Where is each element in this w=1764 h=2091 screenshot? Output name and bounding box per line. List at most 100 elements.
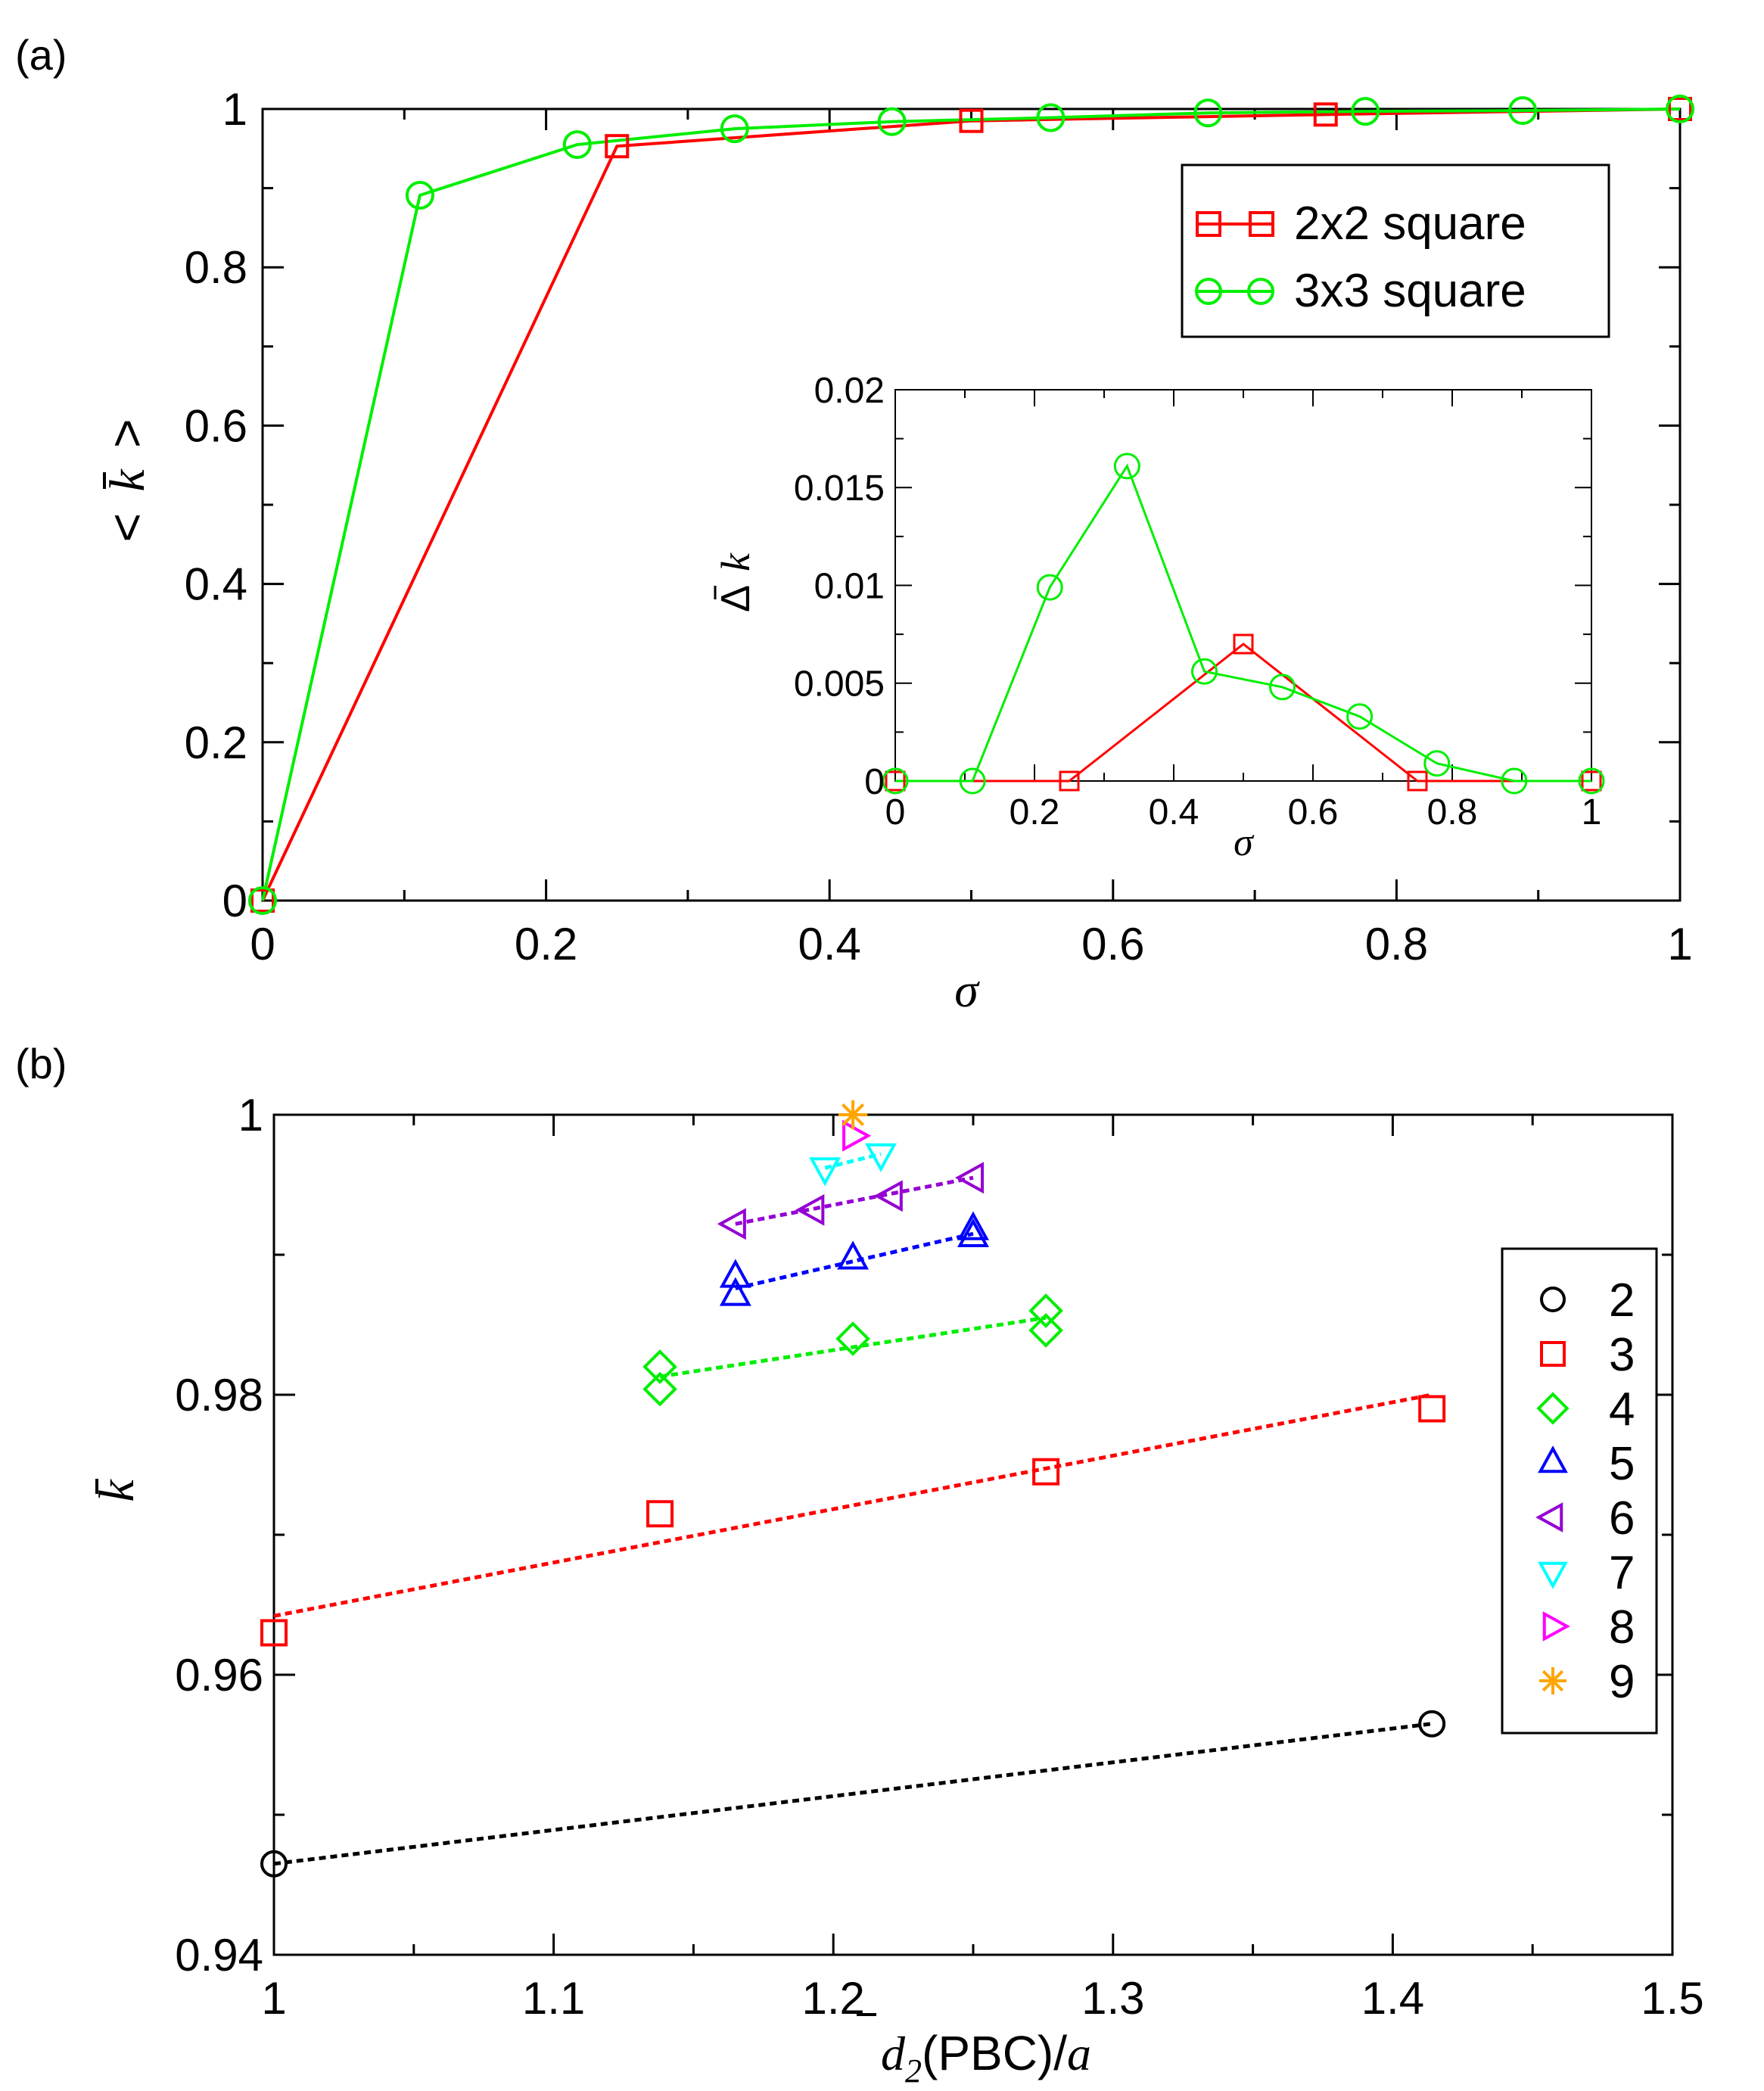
panel-a-data-point-square (1313, 102, 1338, 127)
panel-a-y-tick-label: 1 (222, 84, 247, 135)
panel-b-x-tick-label: 1.4 (1361, 1973, 1424, 2024)
inset-series-line-2 (895, 463, 1591, 783)
inset-data-point-circle (1036, 574, 1063, 601)
legend-marker-n4 (1536, 1392, 1570, 1425)
panel-b-data-point-n8 (842, 1119, 872, 1152)
panel-a-data-point-circle (562, 130, 592, 160)
inset-data-point-circle (1501, 767, 1528, 795)
panel-b-x-axis-title: d2(PBC)/a (881, 2026, 1091, 2089)
inset-data-point-circle (1190, 658, 1218, 685)
inset-data-point-square (1581, 770, 1602, 792)
panel-a: (a) σ < k > 0 0.2 0.4 0.6 0.8 1 0 0.2 0.4 0.6 0.8 1… (15, 31, 1694, 1017)
inset-data-point-square (885, 770, 906, 792)
panel-b-data-point-n9 (838, 1100, 868, 1130)
panel-b-data-point-n4 (642, 1371, 677, 1407)
panel-b-fit-lines (273, 1152, 1433, 1866)
inset-data-point-square (1059, 770, 1080, 792)
panel-a-y-tick-label: 0.4 (185, 559, 247, 610)
panel-b-plot-frame (272, 1113, 1674, 1956)
inset-data-point-circle (1346, 703, 1374, 730)
panel-b-data-point-n6 (717, 1208, 746, 1240)
panel-b-data-point-n9-stroke (842, 1103, 865, 1126)
legend-marker-n3 (1540, 1341, 1566, 1367)
panel-a-series-markers (248, 95, 1694, 915)
inset-data-point-square (1233, 633, 1254, 655)
panel-b-data-point-n5 (837, 1240, 870, 1270)
panel-b-data-point-n6 (873, 1180, 903, 1212)
inset-data-point-circle (882, 767, 909, 795)
inset-y-tick-label: 0.01 (814, 566, 885, 606)
panel-a-data-point-circle (1193, 98, 1223, 128)
legend-marker-n2 (1540, 1287, 1566, 1312)
panel-b-fit-line-n5 (735, 1231, 974, 1290)
panel-a-data-point-circle (720, 114, 749, 144)
panel-b-fit-line-n4 (659, 1315, 1047, 1379)
legend-circle-marker (1195, 278, 1222, 305)
panel-b-data-point-n6 (954, 1162, 984, 1194)
inset-series-line-1 (895, 643, 1591, 783)
legend-label-n4: 4 (1609, 1383, 1635, 1436)
panel-a-data-point-square (605, 134, 630, 159)
panel-b-fit-line-n3 (273, 1392, 1433, 1618)
legend-label-3x3-square: 3x3 square (1294, 265, 1526, 317)
legend-marker-n5 (1538, 1445, 1568, 1473)
panel-a-x-tick-label: 0.4 (798, 919, 860, 969)
inset-series-markers (882, 453, 1605, 795)
legend-label-n2: 2 (1609, 1274, 1635, 1327)
panel-b-data-point-n4 (1028, 1293, 1063, 1328)
panel-a-series-lines (261, 107, 1681, 901)
legend-marker-n6 (1535, 1502, 1563, 1532)
panel-b-x-tick-label: 1 (261, 1973, 286, 2024)
panel-a-x-tick-label: 1 (1667, 919, 1692, 969)
panel-b-label: (b) (15, 1040, 67, 1088)
panel-b-tick-labels: 1 1.1 1.2 1.3 1.4 1.5 0.94 0.96 0.98 1 (175, 1090, 1703, 2024)
panel-b-y-tick-label: 0.94 (175, 1930, 263, 1981)
inset-data-point-square (1407, 770, 1428, 792)
panel-a-x-tick-label: 0.6 (1081, 919, 1144, 969)
panel-a-tick-labels: 0 0.2 0.4 0.6 0.8 1 0 0.2 0.4 0.6 0.8 1 (185, 84, 1693, 969)
panel-b-data-point-n5 (957, 1218, 989, 1247)
panel-b-data-point-n5 (719, 1277, 751, 1306)
panel-a-data-point-circle (1036, 103, 1066, 132)
panel-a-inset: σ Δ k 0 0.2 0.4 0.6 0.8 1 0 0.005 0.01 0.015 0.02 (713, 371, 1605, 864)
panel-b-data-point-n7 (865, 1143, 898, 1172)
panel-a-y-axis-title: < k > (98, 419, 155, 542)
inset-x-tick-label: 0.6 (1288, 792, 1339, 832)
inset-x-tick-label: 1 (1582, 792, 1602, 832)
panel-a-data-point-circle (405, 181, 434, 210)
panel-a-y-tick-label: 0.8 (185, 242, 247, 293)
legend-marker-n8 (1542, 1611, 1570, 1641)
panel-a-data-point-circle (1351, 97, 1380, 126)
legend-label-n9: 9 (1609, 1656, 1635, 1708)
legend-square-marker (1196, 211, 1221, 237)
legend-label-n7: 7 (1609, 1547, 1635, 1599)
inset-x-tick-label: 0.2 (1010, 792, 1060, 832)
panel-b-data-point-n2 (1418, 1710, 1446, 1738)
panel-a-data-point-circle (1508, 96, 1538, 126)
panel-a-x-tick-label: 0 (250, 919, 275, 969)
panel-b-data-point-n3 (1032, 1458, 1060, 1486)
inset-series-lines (895, 463, 1591, 783)
panel-b-x-tick-label: 1.5 (1641, 1973, 1703, 2024)
panel-b-data-point-n3 (1418, 1395, 1446, 1423)
legend-square-marker (1249, 211, 1274, 237)
inset-x-axis-title: σ (1234, 821, 1255, 864)
inset-y-tick-label: 0.015 (794, 468, 885, 509)
panel-b-fit-line-n6 (735, 1175, 974, 1226)
panel-b-data-point-n2 (260, 1850, 288, 1878)
panel-b-fit-line-n7 (824, 1152, 882, 1170)
panel-a-data-point-square (1668, 97, 1692, 121)
legend-label-2x2-square: 2x2 square (1294, 198, 1526, 250)
panel-b: (b) d2(PBC)/a k 1 1.1 1.2 1.3 1.4 1.5 0.94 0.96… (15, 1040, 1704, 2089)
legend-marker-n9-stroke (1542, 1669, 1564, 1692)
legend-label-n3: 3 (1609, 1329, 1635, 1381)
panel-b-series-markers (260, 1100, 1446, 1878)
panel-b-data-point-n4 (835, 1321, 870, 1356)
panel-b-x-tick-label: 1.2 (801, 1973, 864, 2024)
panel-a-y-tick-label: 0 (222, 876, 247, 926)
inset-tick-labels: 0 0.2 0.4 0.6 0.8 1 0 0.005 0.01 0.015 0.02 (794, 371, 1601, 832)
panel-b-data-point-n6 (795, 1193, 825, 1226)
panel-a-data-point-circle (248, 886, 277, 915)
inset-y-tick-label: 0.005 (794, 664, 885, 705)
